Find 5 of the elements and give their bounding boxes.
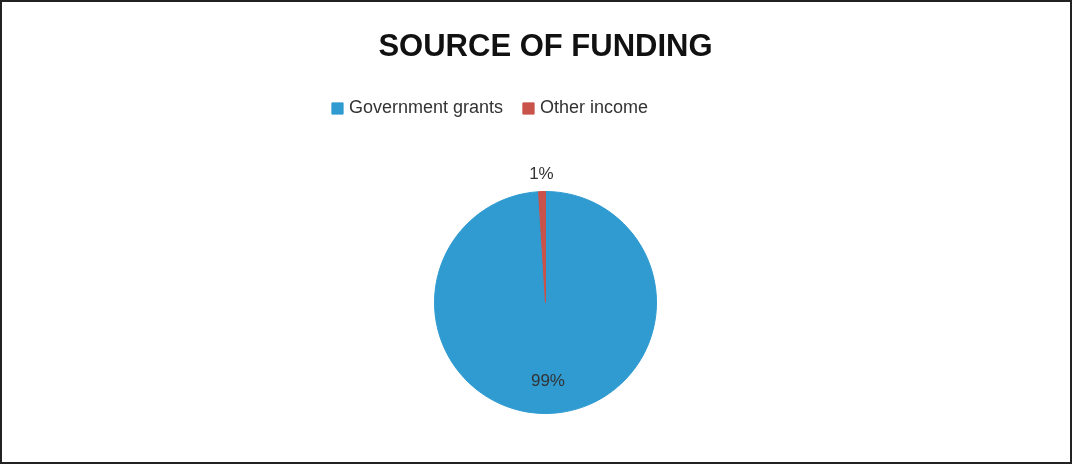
data-label: 99%: [530, 370, 565, 390]
legend-label: Other income: [540, 97, 649, 118]
chart-title: SOURCE OF FUNDING: [378, 28, 713, 63]
data-label: 1%: [529, 164, 554, 184]
legend-label: Government grants: [349, 97, 504, 118]
